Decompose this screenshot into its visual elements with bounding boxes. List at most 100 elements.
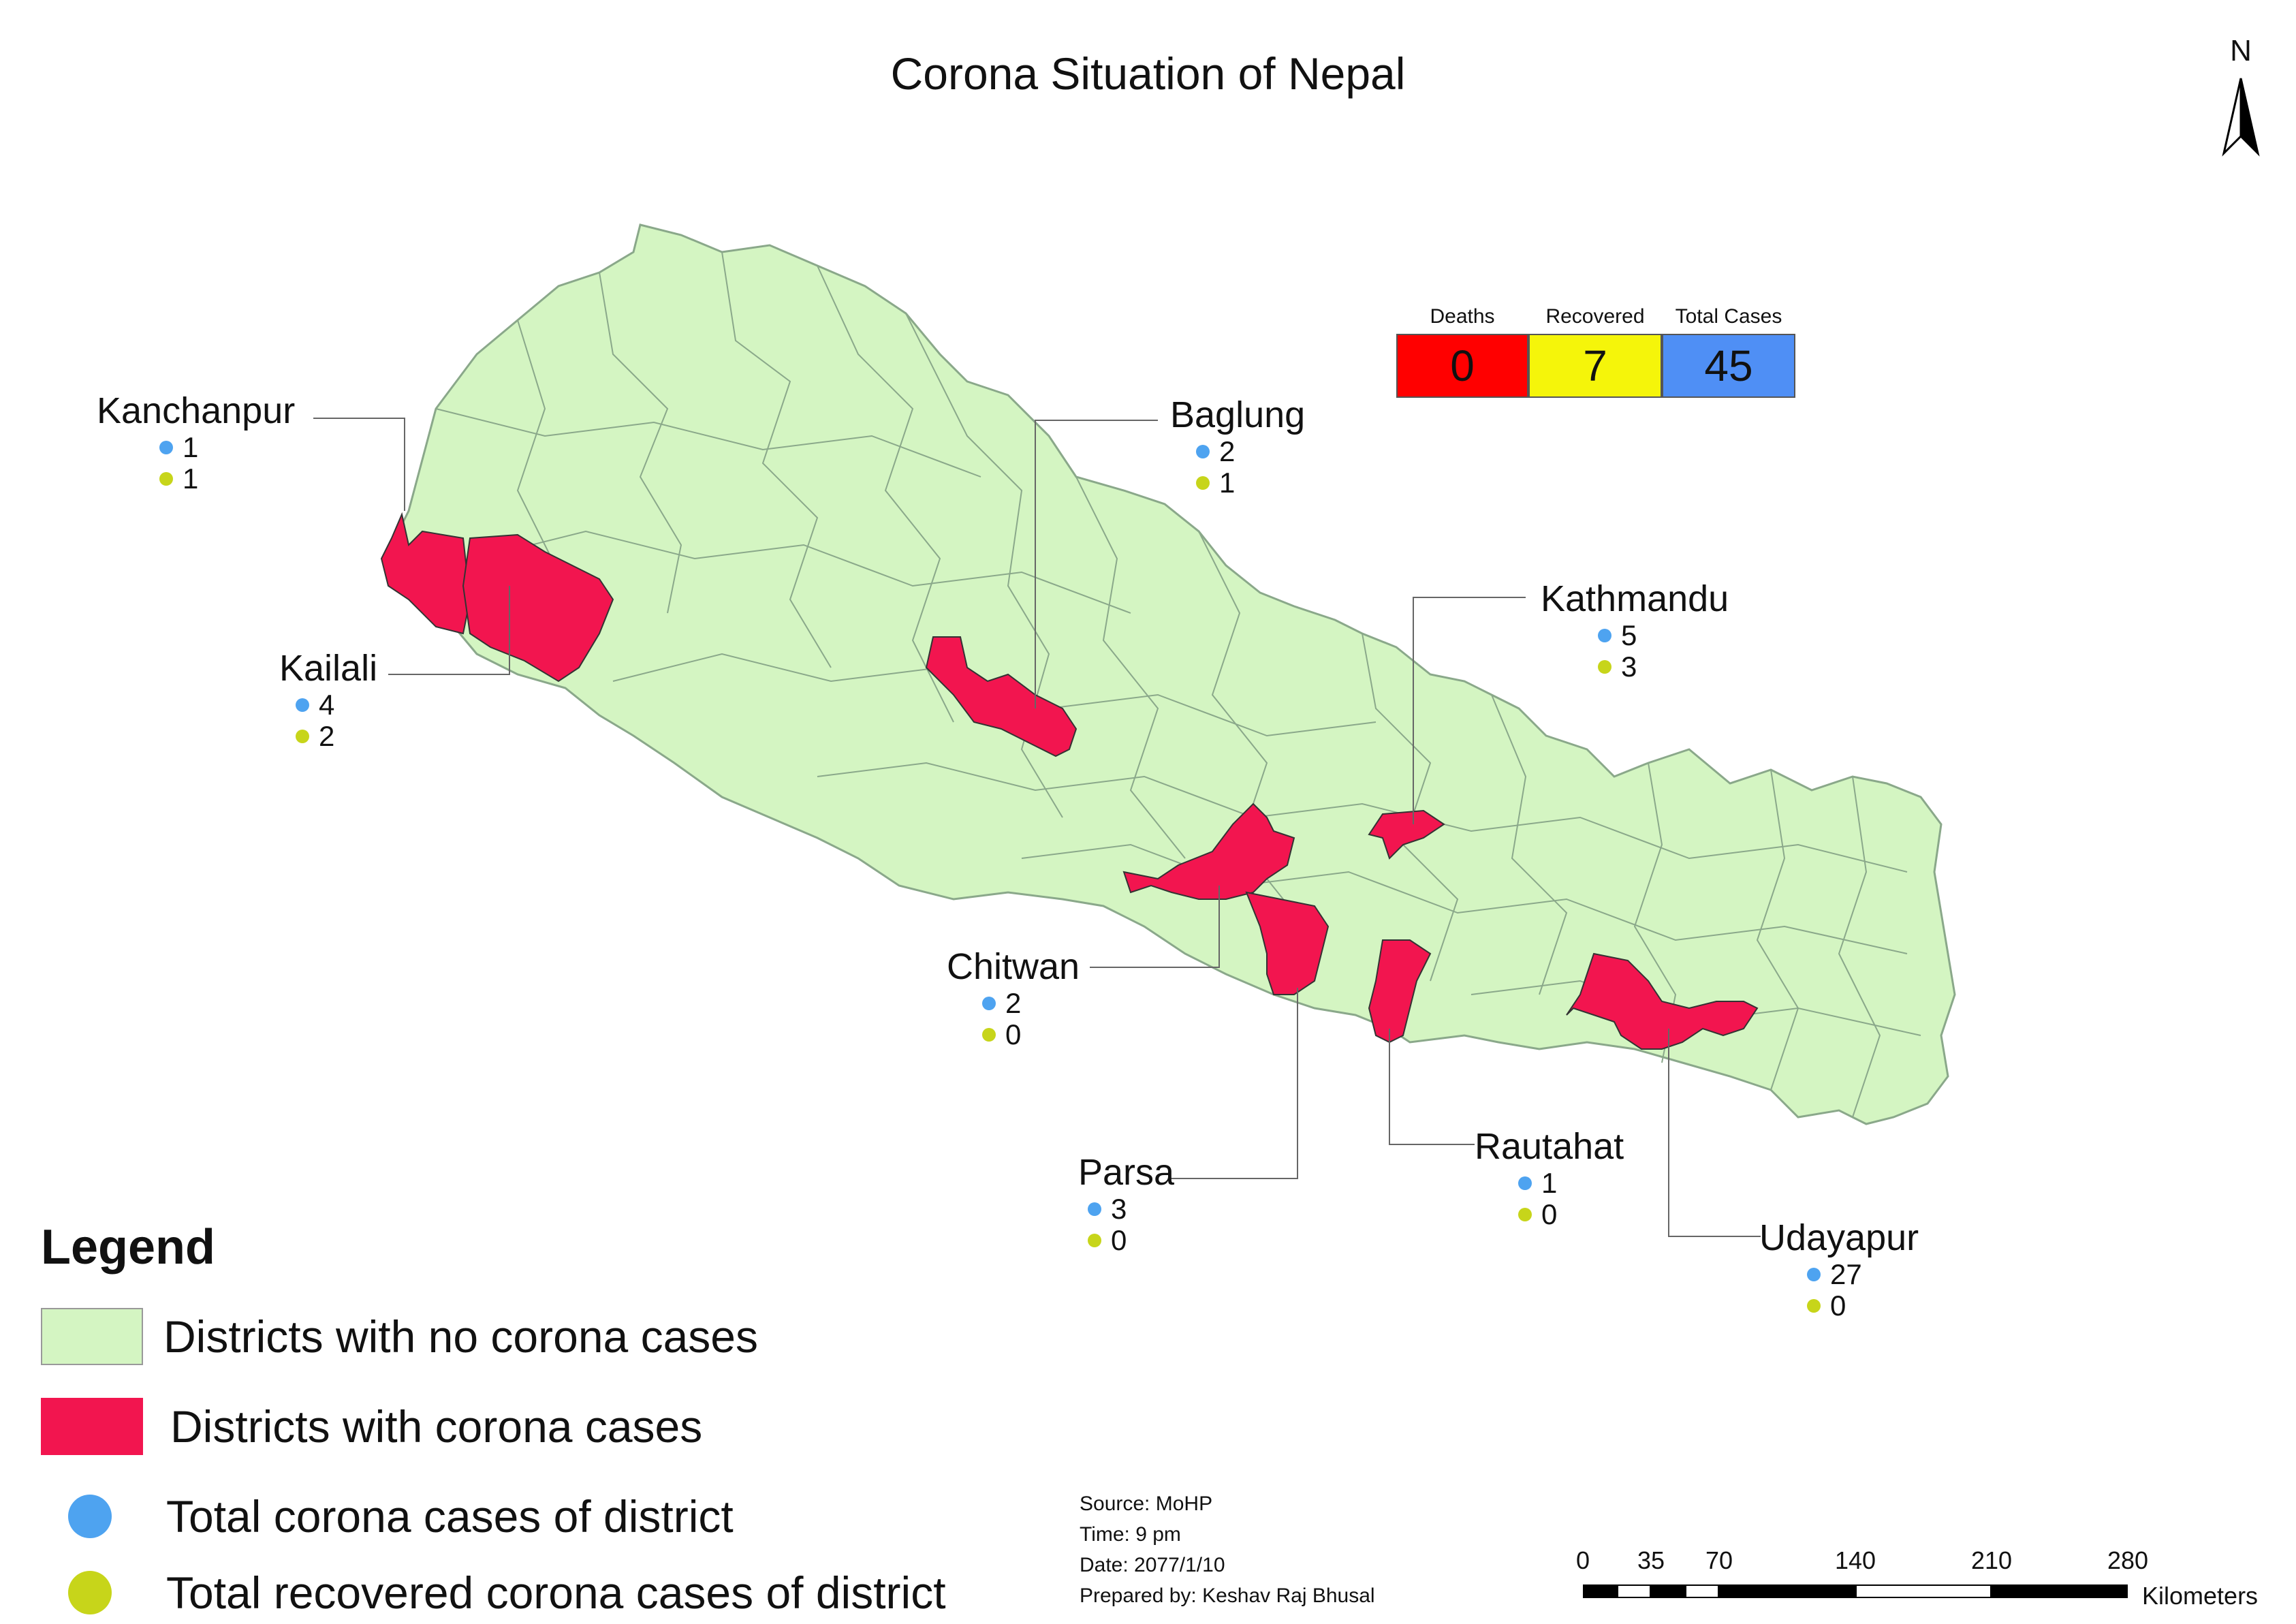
map-title: Corona Situation of Nepal xyxy=(890,48,1406,99)
district-label-kanchanpur: Kanchanpur 1 1 xyxy=(97,390,295,495)
legend-label: Total recovered corona cases of district xyxy=(166,1567,946,1618)
leader-lines xyxy=(313,418,1761,1237)
district-name: Baglung xyxy=(1170,394,1306,435)
district-recovered: 3 xyxy=(1621,651,1637,683)
district-recovered: 0 xyxy=(1111,1224,1127,1256)
recovered-dot-icon xyxy=(1088,1234,1101,1247)
district-recovered: 0 xyxy=(1830,1290,1846,1322)
scale-segment xyxy=(1651,1584,1685,1598)
district-name: Rautahat xyxy=(1475,1126,1624,1167)
legend-label: Districts with corona cases xyxy=(170,1401,703,1452)
district-total: 2 xyxy=(1219,435,1236,467)
district-name: Kailali xyxy=(279,648,378,689)
district-label-baglung: Baglung 2 1 xyxy=(1170,394,1305,499)
district-kanchanpur[interactable] xyxy=(380,512,471,635)
total-dot-icon xyxy=(1088,1202,1101,1216)
district-recovered: 1 xyxy=(1219,467,1236,499)
district-recovered: 2 xyxy=(319,720,335,752)
scale-segment xyxy=(1617,1584,1651,1598)
district-total: 27 xyxy=(1830,1258,1862,1290)
north-label: N xyxy=(2230,34,2252,67)
legend-item-total-dot: Total corona cases of district xyxy=(41,1490,734,1542)
district-udayapur[interactable] xyxy=(1566,952,1759,1050)
district-kathmandu[interactable] xyxy=(1368,809,1445,860)
recovered-dot-icon xyxy=(982,1028,996,1042)
district-kailali[interactable] xyxy=(462,533,614,683)
recovered-label: Recovered xyxy=(1545,305,1645,328)
district-name: Udayapur xyxy=(1759,1217,1919,1258)
legend-label: Total corona cases of district xyxy=(166,1491,734,1542)
red-swatch xyxy=(41,1398,143,1455)
recovered-dot-icon xyxy=(159,472,173,486)
district-label-rautahat: Rautahat 1 0 xyxy=(1475,1125,1624,1230)
district-name: Kanchanpur xyxy=(97,390,296,431)
district-name: Kathmandu xyxy=(1541,578,1729,619)
district-name: Chitwan xyxy=(947,946,1080,987)
district-chitwan[interactable] xyxy=(1122,802,1295,900)
scale-segment xyxy=(1855,1584,1992,1598)
blue-dot-icon xyxy=(68,1495,112,1538)
recovered-dot-icon xyxy=(1807,1299,1821,1313)
north-arrow-icon xyxy=(2222,78,2260,157)
district-name: Parsa xyxy=(1078,1152,1175,1193)
scale-tick: 210 xyxy=(1970,1546,2013,1574)
recovered-value: 7 xyxy=(1528,334,1662,398)
district-label-kailali: Kailali 4 2 xyxy=(279,647,377,752)
district-label-parsa: Parsa 3 0 xyxy=(1078,1151,1174,1256)
author-line: Prepared by: Keshav Raj Bhusal xyxy=(1080,1584,1375,1607)
legend-label: Districts with no corona cases xyxy=(163,1311,758,1362)
district-label-kathmandu: Kathmandu 5 3 xyxy=(1541,578,1729,683)
total-dot-icon xyxy=(1807,1268,1821,1281)
scale-segment xyxy=(1992,1584,2128,1598)
legend-item-recovered-dot: Total recovered corona cases of district xyxy=(41,1567,946,1619)
scale-segment xyxy=(1685,1584,1719,1598)
scale-unit: Kilometers xyxy=(2142,1582,2259,1610)
scale-tick: 140 xyxy=(1834,1546,1876,1574)
district-total: 1 xyxy=(1541,1167,1558,1199)
total-dot-icon xyxy=(1196,445,1210,458)
total-cases-label: Total Cases xyxy=(1675,305,1782,328)
district-rautahat[interactable] xyxy=(1368,939,1432,1044)
scale-tick: 70 xyxy=(1705,1546,1733,1574)
total-dot-icon xyxy=(296,698,309,712)
scale-segment xyxy=(1719,1584,1855,1598)
district-parsa[interactable] xyxy=(1245,891,1330,995)
scale-tick: 35 xyxy=(1637,1546,1665,1574)
district-total: 4 xyxy=(319,689,335,721)
legend-item-with-cases: Districts with corona cases xyxy=(41,1398,702,1455)
district-recovered: 1 xyxy=(183,463,199,495)
total-dot-icon xyxy=(982,997,996,1010)
district-label-udayapur: Udayapur 27 0 xyxy=(1759,1217,1919,1322)
date-line: Date: 2077/1/10 xyxy=(1080,1554,1225,1576)
district-boundaries xyxy=(435,251,1921,1118)
recovered-dot-icon xyxy=(1196,476,1210,490)
legend: Legend Districts with no corona cases Di… xyxy=(41,1219,946,1618)
district-label-chitwan: Chitwan 2 0 xyxy=(947,946,1080,1050)
recovered-dot-icon xyxy=(296,730,309,743)
district-baglung[interactable] xyxy=(925,636,1078,758)
time-line: Time: 9 pm xyxy=(1080,1523,1181,1546)
total-dot-icon xyxy=(1598,629,1611,642)
source-info: Source: MoHP Time: 9 pm Date: 2077/1/10 … xyxy=(1080,1488,1375,1611)
district-total: 5 xyxy=(1621,619,1637,651)
yellow-dot-icon xyxy=(68,1571,112,1614)
scale-segment xyxy=(1583,1584,1617,1598)
district-recovered: 0 xyxy=(1005,1018,1022,1050)
total-cases-value: 45 xyxy=(1662,334,1795,398)
recovered-dot-icon xyxy=(1598,660,1611,674)
legend-title: Legend xyxy=(41,1220,216,1275)
deaths-label: Deaths xyxy=(1430,305,1495,328)
district-recovered: 0 xyxy=(1541,1198,1558,1230)
recovered-dot-icon xyxy=(1518,1208,1532,1221)
source-line: Source: MoHP xyxy=(1080,1493,1213,1515)
scale-tick: 0 xyxy=(1575,1546,1590,1574)
scale-tick: 280 xyxy=(2107,1546,2149,1574)
affected-districts xyxy=(380,512,1759,1050)
deaths-value: 0 xyxy=(1396,334,1528,398)
total-dot-icon xyxy=(159,441,173,454)
district-total: 1 xyxy=(183,431,199,463)
north-arrow: N xyxy=(2210,34,2271,170)
district-total: 3 xyxy=(1111,1193,1127,1225)
green-swatch xyxy=(41,1308,143,1365)
